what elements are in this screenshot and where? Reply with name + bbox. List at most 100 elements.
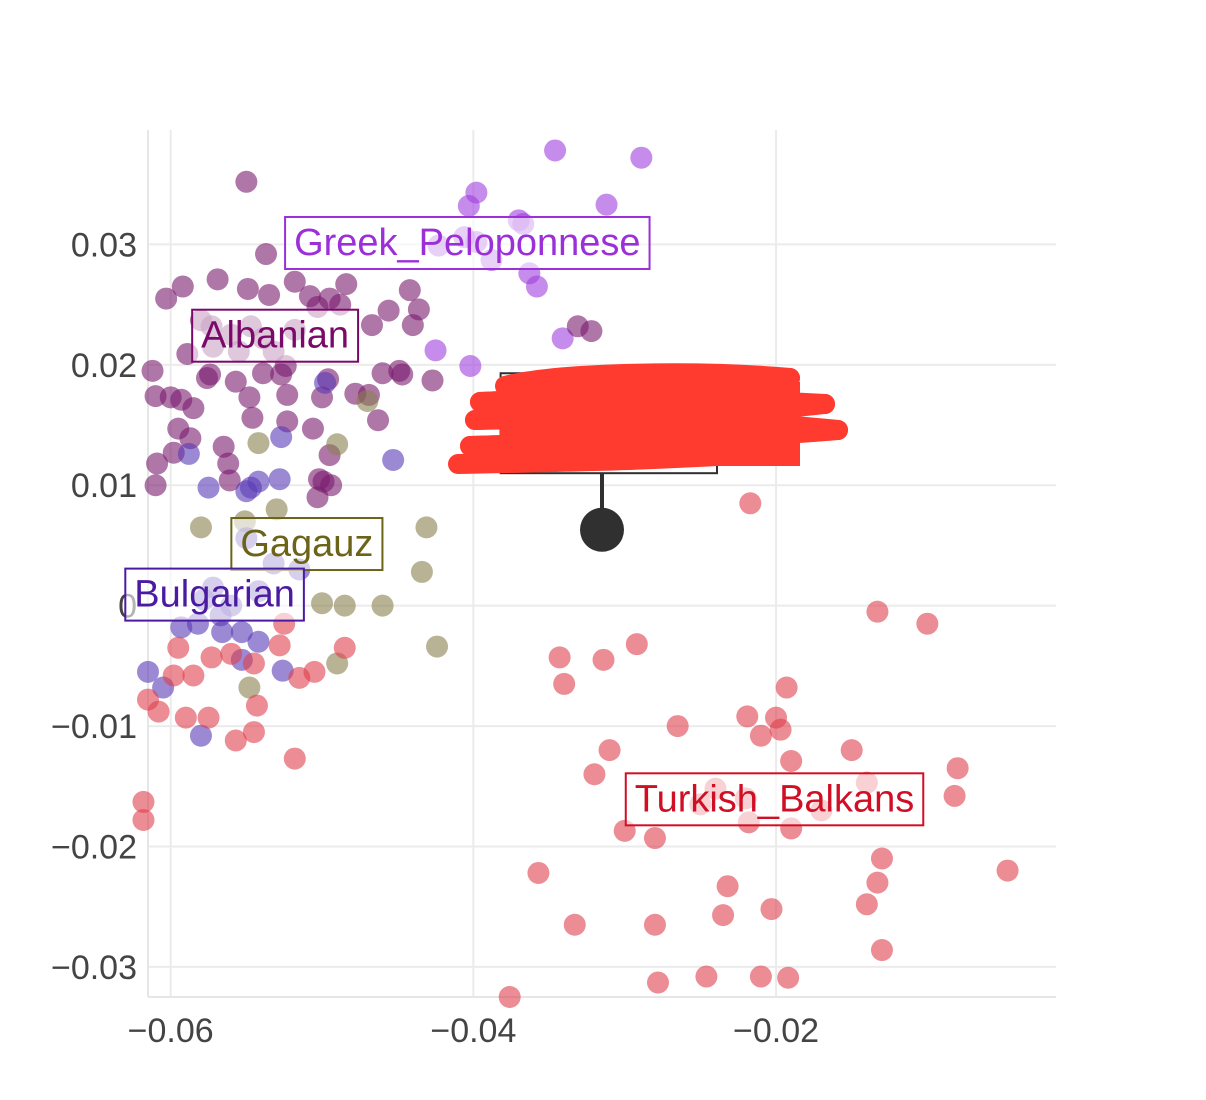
- data-point-turkish-balkans: [695, 965, 718, 988]
- highlighted-sample: [448, 363, 848, 552]
- data-point-turkish-balkans: [137, 688, 159, 711]
- data-point-albanian: [401, 314, 424, 337]
- x-tick-label: −0.02: [733, 1012, 819, 1050]
- data-point-albanian: [320, 474, 343, 497]
- highlight-point: [580, 507, 624, 552]
- data-point-turkish-balkans: [132, 790, 155, 813]
- group-label-text: Turkish_Balkans: [635, 778, 915, 820]
- data-point-turkish-balkans: [303, 660, 326, 683]
- data-point-albanian: [206, 268, 229, 291]
- data-point-bulgarian: [270, 426, 293, 449]
- data-point-bulgarian: [230, 621, 253, 644]
- data-point-albanian: [235, 170, 258, 193]
- data-point-albanian: [241, 406, 264, 429]
- data-point-turkish-balkans: [527, 861, 550, 884]
- data-point-gagauz: [247, 432, 270, 455]
- data-point-gagauz: [333, 594, 356, 617]
- data-point-albanian: [171, 275, 194, 298]
- data-point-turkish-balkans: [716, 875, 739, 898]
- data-point-turkish-balkans: [333, 636, 356, 659]
- y-tick-label: 0.02: [71, 347, 137, 385]
- data-point-albanian: [301, 417, 324, 440]
- data-point-albanian: [144, 474, 167, 497]
- data-point-bulgarian: [177, 442, 200, 465]
- data-point-albanian: [252, 362, 275, 385]
- data-point-albanian: [238, 386, 261, 409]
- data-point-turkish-balkans: [220, 642, 243, 665]
- data-point-albanian: [212, 435, 235, 458]
- group-label-bulgarian: Bulgarian: [124, 567, 305, 622]
- data-point-turkish-balkans: [242, 721, 265, 744]
- data-point-turkish-balkans: [498, 986, 521, 1008]
- data-point-bulgarian: [268, 468, 291, 491]
- data-point-turkish-balkans: [245, 694, 268, 717]
- y-tick-label: −0.01: [51, 708, 137, 746]
- data-point-albanian: [391, 363, 414, 386]
- data-point-albanian: [360, 314, 383, 337]
- data-point-albanian: [421, 369, 444, 392]
- group-label-text: Bulgarian: [134, 574, 295, 616]
- data-point-gagauz: [189, 516, 212, 539]
- data-point-bulgarian: [211, 621, 234, 644]
- y-tick-label: 0.03: [71, 226, 137, 264]
- data-point-albanian: [283, 270, 306, 293]
- data-point-turkish-balkans: [749, 965, 772, 988]
- data-point-albanian: [144, 385, 167, 408]
- data-point-turkish-balkans: [643, 827, 666, 850]
- data-point-turkish-balkans: [242, 652, 265, 675]
- data-point-albanian: [217, 452, 240, 475]
- data-point-albanian: [155, 287, 178, 310]
- data-point-turkish-balkans: [996, 859, 1019, 882]
- data-point-gagauz: [311, 592, 334, 615]
- data-point-greek-peloponnese: [459, 355, 482, 378]
- data-point-albanian: [182, 397, 205, 420]
- group-label-text: Gagauz: [240, 523, 373, 565]
- data-point-albanian: [224, 370, 247, 393]
- data-point-turkish-balkans: [736, 705, 759, 728]
- data-point-bulgarian: [314, 371, 337, 394]
- data-point-albanian: [371, 362, 394, 385]
- data-point-albanian: [335, 273, 358, 296]
- data-point-gagauz: [238, 676, 261, 699]
- redaction-fill: [500, 382, 800, 466]
- data-point-bulgarian: [170, 616, 193, 639]
- data-point-turkish-balkans: [592, 648, 615, 671]
- data-point-turkish-balkans: [666, 715, 689, 738]
- data-point-turkish-balkans: [946, 757, 969, 780]
- data-point-turkish-balkans: [283, 747, 306, 770]
- data-point-turkish-balkans: [943, 784, 966, 807]
- group-label-gagauz: Gagauz: [230, 517, 384, 572]
- data-point-albanian: [141, 359, 164, 382]
- data-point-greek-peloponnese: [457, 194, 480, 217]
- data-point-turkish-balkans: [548, 646, 571, 669]
- data-point-albanian: [258, 283, 281, 306]
- data-point-turkish-balkans: [775, 676, 798, 699]
- data-point-turkish-balkans: [643, 913, 666, 936]
- data-point-gagauz: [410, 560, 433, 583]
- data-point-turkish-balkans: [916, 612, 939, 635]
- data-point-bulgarian: [247, 630, 270, 653]
- axes: −0.06−0.04−0.020.030.020.010−0.01−0.02−0…: [51, 130, 1056, 1050]
- data-point-albanian: [146, 452, 169, 475]
- data-point-gagauz: [415, 516, 438, 539]
- data-point-turkish-balkans: [780, 749, 803, 772]
- data-point-gagauz: [426, 635, 449, 658]
- data-point-bulgarian: [197, 476, 220, 499]
- data-point-turkish-balkans: [840, 739, 863, 762]
- data-point-turkish-balkans: [162, 664, 185, 687]
- group-label-albanian: Albanian: [191, 308, 360, 363]
- data-point-bulgarian: [247, 470, 270, 493]
- data-point-turkish-balkans: [598, 739, 621, 762]
- data-point-turkish-balkans: [268, 634, 291, 657]
- group-label-box: [284, 215, 651, 270]
- data-point-turkish-balkans: [749, 724, 772, 747]
- data-point-bulgarian: [271, 659, 294, 682]
- group-label-greek-peloponnese: Greek_Peloponnese: [284, 215, 651, 270]
- data-point-greek-peloponnese: [424, 339, 447, 362]
- data-point-albanian: [377, 299, 400, 322]
- data-point-albanian: [580, 320, 603, 343]
- data-point-gagauz: [326, 433, 349, 456]
- data-point-albanian: [276, 383, 299, 406]
- data-point-turkish-balkans: [625, 633, 648, 656]
- y-tick-label: −0.02: [51, 828, 137, 866]
